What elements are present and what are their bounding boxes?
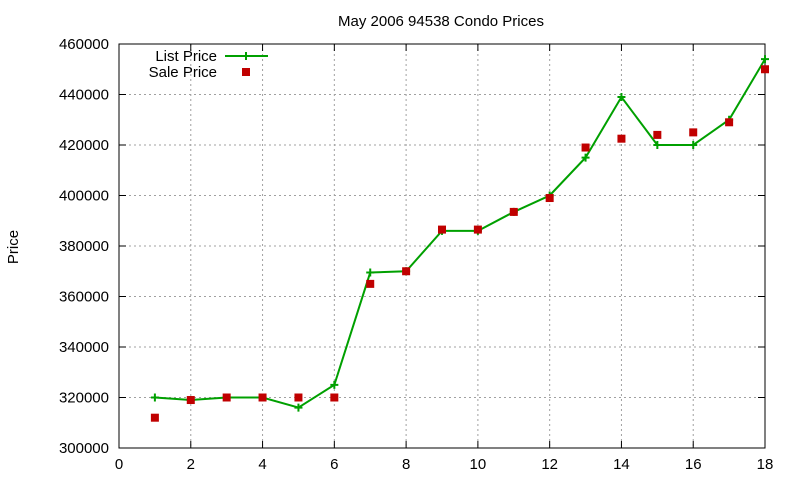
- sale-price-point: [617, 134, 626, 143]
- sale-price-point: [509, 207, 518, 216]
- axis-ticks: 0 2 4 6 8 10 12 14 16 18 300000 320000 340000 360000 3…: [59, 36, 773, 473]
- series-layer: [150, 55, 769, 422]
- list-price-point: [366, 268, 375, 277]
- sale-price-point: [294, 393, 303, 402]
- sale-price-point: [222, 393, 231, 402]
- list-price-point: [653, 141, 662, 149]
- list-price-point: [617, 93, 626, 102]
- sale-price-point: [653, 130, 662, 139]
- list-price-point: [581, 153, 590, 162]
- x-tick-label: 18: [757, 456, 774, 473]
- x-tick-label: 4: [258, 456, 266, 473]
- plot-frame: [118, 43, 766, 449]
- sale-price-point: [689, 128, 698, 137]
- y-tick-label: 320000: [59, 390, 109, 407]
- list-price-point: [689, 141, 698, 149]
- list-price-point: [330, 380, 339, 389]
- series-line-list-price: [154, 58, 766, 409]
- sale-price-point: [150, 413, 159, 422]
- legend-swatch-plus: [242, 52, 250, 60]
- sale-price-point: [366, 279, 375, 288]
- x-tick-label: 0: [115, 456, 123, 473]
- x-tick-label: 10: [470, 456, 487, 473]
- list-price-point: [294, 403, 303, 412]
- y-tick-label: 400000: [59, 188, 109, 205]
- legend-swatch-square: [242, 68, 250, 76]
- x-tick-label: 2: [187, 456, 195, 473]
- x-tick-label: 6: [330, 456, 338, 473]
- y-tick-label: 420000: [59, 137, 109, 154]
- y-tick-label: 460000: [59, 36, 109, 53]
- x-tick-label: 12: [541, 456, 558, 473]
- sale-price-point: [473, 225, 482, 234]
- list-price-point: [761, 55, 769, 64]
- x-tick-label: 8: [402, 456, 410, 473]
- sale-price-point: [186, 396, 195, 405]
- y-tick-label: 340000: [59, 339, 109, 356]
- grid: [119, 44, 765, 448]
- sale-price-point: [402, 267, 411, 276]
- sale-price-point: [725, 118, 734, 127]
- legend-label: Sale Price: [149, 64, 217, 81]
- y-tick-label: 440000: [59, 87, 109, 104]
- sale-price-point: [761, 65, 769, 74]
- y-axis-label: Price: [5, 230, 22, 264]
- sale-price-point: [330, 393, 339, 402]
- list-price-point: [150, 393, 159, 402]
- sale-price-point: [545, 194, 554, 203]
- sale-price-point: [438, 225, 446, 234]
- sale-price-point: [581, 143, 590, 152]
- chart-title: May 2006 94538 Condo Prices: [338, 13, 544, 30]
- y-tick-label: 380000: [59, 238, 109, 255]
- x-tick-label: 14: [613, 456, 630, 473]
- x-tick-label: 16: [685, 456, 702, 473]
- sale-price-point: [258, 393, 267, 402]
- y-tick-label: 360000: [59, 289, 109, 306]
- legend-label: List Price: [155, 48, 217, 65]
- y-tick-label: 300000: [59, 440, 109, 457]
